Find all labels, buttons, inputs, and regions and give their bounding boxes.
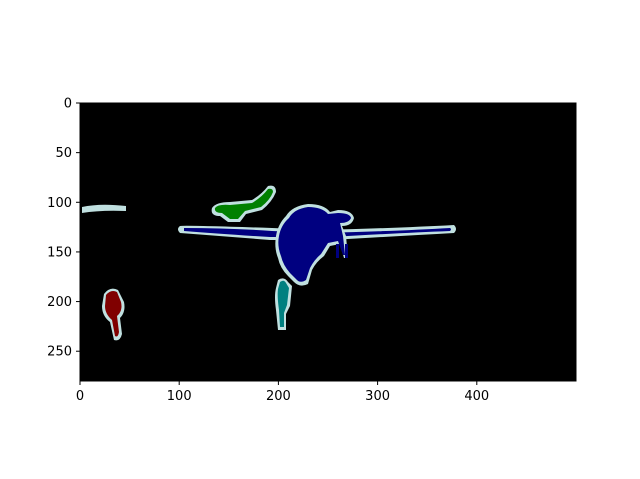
axes-frame [79, 102, 577, 382]
x-tick-label: 400 [464, 389, 489, 404]
x-tick-label: 200 [266, 389, 291, 404]
x-tick-label: 0 [76, 389, 84, 404]
airplane-gear-left [336, 244, 339, 258]
person-red [105, 291, 122, 337]
person-teal [277, 280, 289, 327]
y-tick-label: 250 [47, 345, 72, 360]
y-tick-label: 0 [64, 97, 72, 112]
y-axis: 0 50 100 150 200 250 [47, 97, 80, 360]
airplane-wing [184, 228, 451, 237]
x-tick-label: 100 [167, 389, 192, 404]
segment-layer [82, 185, 456, 341]
bird [214, 188, 273, 219]
y-tick-label: 200 [47, 295, 72, 310]
airplane-gear-right [345, 244, 348, 258]
x-tick-label: 300 [365, 389, 390, 404]
y-tick-label: 150 [47, 245, 72, 260]
y-tick-label: 100 [47, 196, 72, 211]
x-axis: 0 100 200 300 400 [76, 381, 489, 404]
ignore-strip [82, 204, 126, 213]
y-tick-label: 50 [55, 146, 72, 161]
airplane-body [278, 207, 351, 282]
